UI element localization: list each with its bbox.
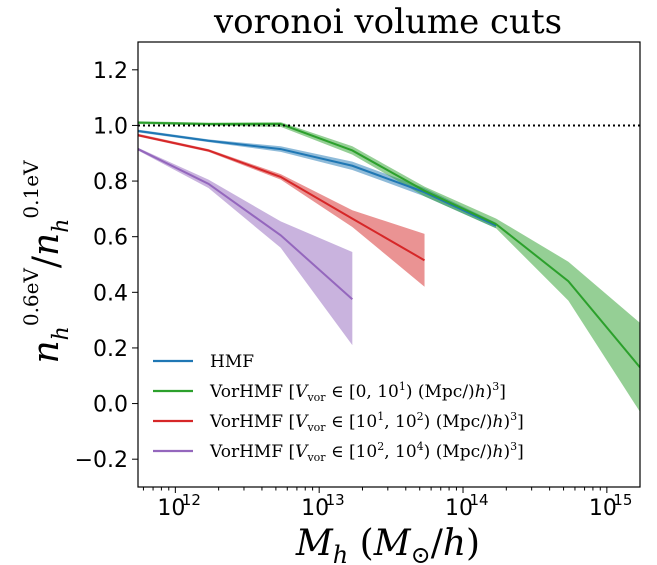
series-line-0 [138,130,497,227]
x-tick-label: 10 [445,496,473,521]
svg-text:Mh (M⊙/h): Mh (M⊙/h) [295,523,480,565]
series-line-1 [138,121,640,369]
series-lines [138,121,640,369]
y-tick-label: 0.0 [93,393,128,418]
series-band-2 [138,133,425,287]
axes-frame [137,41,641,488]
y-tick-label: 0.2 [93,337,128,362]
legend: HMF VorHMF [Vvor ∈ [0, 101) (Mpc/)h)3] Vor… [153,352,524,464]
x-tick-exponent: 14 [469,491,488,509]
legend-label-0: HMF [210,352,254,372]
series-line-2 [138,134,426,262]
y-tick-label: 0.6 [93,226,128,251]
x-tick-exponent: 15 [613,491,632,509]
error-bands [138,121,640,412]
x-tick-exponent: 12 [182,491,201,509]
y-tick-label: 0.4 [93,281,128,306]
x-axis-label: Mh (M⊙/h) [295,523,480,565]
x-tick-exponent: 13 [326,491,345,509]
series-band-3 [138,147,353,346]
chart-title: voronoi volume cuts [213,2,562,42]
series-band-1 [138,121,640,412]
series-line-3 [138,148,353,301]
x-tick-label: 10 [589,496,617,521]
legend-label-2: VorHMF [Vvor ∈ [101, 102) (Mpc/)h)3] [209,410,524,434]
legend-label-3: VorHMF [Vvor ∈ [102, 104) (Mpc/)h)3] [209,440,524,464]
plot-frame [137,41,641,488]
y-tick-label: 1.0 [93,114,128,139]
y-axis-label: nh0.6eV/nh0.1eV [19,160,74,364]
y-tick-label: 1.2 [93,59,128,84]
y-axis-ticks: −0.2 0.0 0.2 0.4 0.6 0.8 1.0 1.2 [75,59,138,473]
y-tick-label: 0.8 [93,170,128,195]
x-tick-label: 10 [157,496,185,521]
svg-text:nh0.6eV/nh0.1eV: nh0.6eV/nh0.1eV [19,160,74,364]
y-tick-label: −0.2 [75,448,128,473]
x-tick-label: 10 [301,496,329,521]
legend-label-1: VorHMF [Vvor ∈ [0, 101) (Mpc/)h)3] [209,380,506,404]
